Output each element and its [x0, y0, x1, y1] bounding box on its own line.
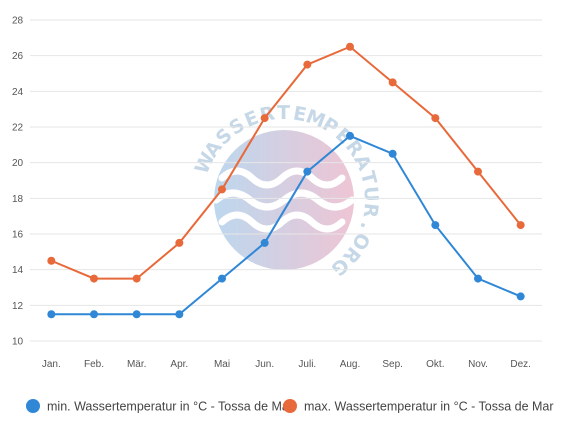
x-tick-label: Jun. — [255, 359, 274, 370]
x-tick-label: Mär. — [127, 359, 146, 370]
data-point[interactable] — [431, 221, 440, 230]
data-point[interactable] — [431, 114, 440, 123]
x-tick-label: Okt. — [426, 359, 444, 370]
data-point[interactable] — [260, 114, 269, 123]
y-tick-label: 24 — [12, 87, 24, 98]
x-tick-label: Nov. — [468, 359, 488, 370]
data-point[interactable] — [90, 310, 98, 319]
y-tick-label: 22 — [12, 123, 24, 134]
data-point[interactable] — [516, 221, 525, 230]
legend-marker — [283, 399, 297, 413]
y-axis: 10 12 14 16 18 20 22 24 26 28 — [12, 16, 24, 348]
x-tick-label: Dez. — [510, 359, 531, 370]
wave-icon — [212, 167, 356, 233]
data-point[interactable] — [47, 256, 56, 265]
watermark-letter: T — [277, 102, 290, 124]
data-point[interactable] — [474, 167, 482, 176]
watermark-letter: E — [292, 102, 309, 126]
data-point[interactable] — [218, 274, 226, 283]
legend-label: max. Wassertemperatur in °C - Tossa de M… — [304, 400, 554, 414]
data-point[interactable] — [388, 149, 397, 158]
legend-marker — [26, 399, 40, 413]
series-line — [50, 45, 522, 280]
legend-label: min. Wassertemperatur in °C - Tossa de M… — [47, 400, 293, 414]
data-point[interactable] — [346, 42, 354, 51]
data-point[interactable] — [175, 310, 184, 319]
x-tick-label: Sep. — [382, 359, 403, 370]
y-tick-label: 26 — [12, 51, 24, 62]
y-tick-label: 10 — [12, 337, 24, 348]
data-point[interactable] — [47, 310, 56, 319]
data-point[interactable] — [260, 238, 269, 247]
x-tick-label: Feb. — [84, 359, 104, 370]
data-point[interactable] — [303, 167, 312, 176]
x-tick-label: Juli. — [298, 359, 316, 370]
y-tick-label: 16 — [12, 230, 24, 241]
series-max — [47, 42, 525, 283]
data-point[interactable] — [175, 238, 184, 247]
legend-item-min[interactable]: min. Wassertemperatur in °C - Tossa de M… — [26, 399, 293, 414]
x-tick-label: Aug. — [340, 359, 361, 370]
x-tick-label: Jan. — [42, 359, 61, 370]
watermark-letter: R — [359, 202, 383, 220]
data-point[interactable] — [303, 60, 312, 69]
y-tick-label: 28 — [12, 16, 24, 27]
x-axis: Jan. Feb. Mär. Apr. Mai Jun. Juli. Aug. Sep. Okt.… — [42, 359, 531, 370]
data-point[interactable] — [346, 131, 354, 140]
series-min — [47, 131, 525, 319]
x-tick-label: Mai — [214, 359, 230, 370]
data-point[interactable] — [132, 274, 141, 283]
data-point[interactable] — [516, 292, 525, 301]
series-line — [51, 134, 522, 316]
data-point[interactable] — [388, 78, 397, 87]
y-tick-label: 20 — [12, 158, 24, 169]
watermark-letter: U — [359, 186, 382, 203]
y-tick-label: 18 — [12, 194, 24, 205]
x-tick-label: Apr. — [170, 359, 188, 370]
series-layer — [47, 42, 525, 319]
data-point[interactable] — [474, 274, 482, 283]
data-point[interactable] — [90, 274, 98, 283]
data-point[interactable] — [218, 185, 226, 194]
y-tick-label: 12 — [12, 301, 24, 312]
watermark-letter: T — [356, 169, 381, 187]
legend-item-max[interactable]: max. Wassertemperatur in °C - Tossa de M… — [283, 399, 554, 414]
y-tick-label: 14 — [12, 265, 24, 276]
legend: min. Wassertemperatur in °C - Tossa de M… — [26, 399, 554, 414]
data-point[interactable] — [132, 310, 141, 319]
